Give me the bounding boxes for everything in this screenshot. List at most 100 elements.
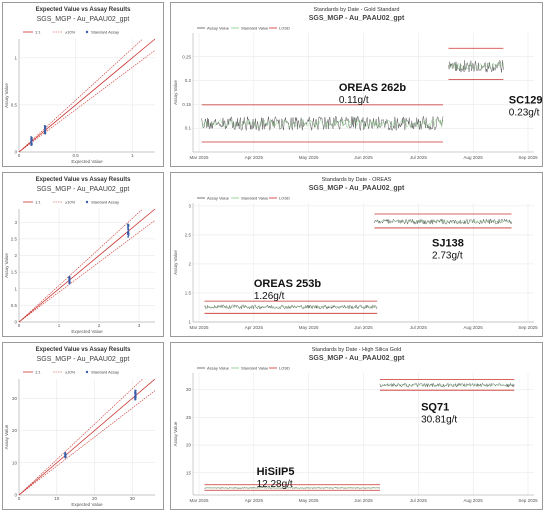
y-tick-label: 2 [188, 261, 191, 266]
assay-point [134, 390, 137, 393]
legend-label-one-to-one: 1:1 [35, 200, 41, 205]
y-tick-label: 0.2 [185, 78, 192, 83]
x-tick-label: Jul 2025 [410, 325, 428, 330]
x-axis-label: Expected Value [71, 502, 103, 507]
x-tick-label: 1 [131, 153, 134, 158]
x-tick-label: 0 [18, 153, 21, 158]
assay-point [44, 125, 47, 128]
y-axis-label: Assay Value [4, 253, 9, 278]
assay-value-series [204, 304, 378, 310]
one-to-one-line [18, 38, 156, 153]
assay-point [68, 276, 71, 279]
assay-point [44, 128, 47, 130]
x-tick-label: Aug 2025 [464, 155, 484, 160]
x-tick-label: Jun 2025 [354, 498, 373, 503]
x-tick-label: 10 [54, 496, 60, 501]
chart-subtitle: SGS_MGP - Au_PAAU02_gpt [309, 15, 405, 22]
assay-point [43, 132, 46, 135]
x-tick-label: Mar 2025 [189, 325, 209, 330]
legend-label-losd: LOSD [279, 366, 290, 371]
x-tick-label: Jul 2025 [410, 155, 428, 160]
chart-subtitle: SGS_MGP - Au_PAAU02_gpt [309, 355, 405, 362]
y-axis-label: Assay Value [173, 80, 178, 105]
assay-point [68, 281, 71, 284]
legend-label-standard-value: Standard Value [241, 366, 269, 371]
x-tick-label: Mar 2025 [189, 155, 209, 160]
x-tick-label: 30 [130, 496, 136, 501]
x-tick-label: Jun 2025 [354, 325, 373, 330]
chart-subtitle: SGS_MGP - Au_PAAU02_gpt [309, 185, 405, 192]
y-tick-label: 2.5 [185, 232, 192, 237]
scatter-panel-oreas: Expected Value vs Assay Results SGS_MGP -… [2, 172, 164, 337]
standard-name-label: HiSiIP5 [257, 466, 295, 478]
assay-point [30, 139, 33, 142]
y-tick-label: 3 [14, 220, 17, 225]
x-tick-label: 3 [138, 323, 141, 328]
y-tick-label: 0 [14, 320, 17, 325]
legend-label-one-to-one: 1:1 [35, 30, 41, 35]
chart-title: Standards by Date - High Silica Gold [312, 347, 402, 353]
x-tick-label: Apr 2025 [245, 155, 264, 160]
assay-value-series [448, 59, 504, 73]
standard-value-series [448, 62, 504, 70]
assay-point [134, 396, 137, 398]
legend-label-assay-value: Assay Value [207, 196, 230, 201]
y-tick-label: 0 [14, 493, 17, 498]
scatter-panel-high-silica: Expected Value vs Assay Results SGS_MGP -… [2, 342, 164, 510]
x-tick-label: May 2025 [299, 498, 319, 503]
legend-swatch-standard-assay [85, 30, 89, 34]
standard-value-series [201, 118, 444, 129]
standard-name-label: SQ71 [421, 402, 449, 414]
y-tick-label: 0.1 [185, 126, 192, 131]
chart-subtitle: SGS_MGP - Au_PAAU02_gpt [37, 16, 130, 23]
y-tick-label: 0.15 [182, 102, 191, 107]
assay-point [30, 141, 33, 144]
y-tick-label: 25 [186, 415, 192, 420]
legend-label-tolerance: ±10% [65, 370, 76, 375]
legend-label-standard-assay: Standard Assay [91, 30, 119, 35]
scatter-chart-oreas: Expected Value vs Assay Results SGS_MGP -… [4, 177, 156, 334]
timeseries-panel-gold: Standards by Date - Gold Standard SGS_MGP… [170, 2, 543, 167]
x-tick-label: May 2025 [299, 325, 319, 330]
assay-point [127, 223, 130, 226]
standard-name-label: OREAS 262b [339, 82, 407, 94]
timeseries-chart-high-silica: Standards by Date - High Silica Gold SGS_… [173, 347, 538, 503]
upper-tolerance-line [18, 38, 143, 153]
standard-value-label: 30.81g/t [421, 415, 457, 426]
x-tick-label: May 2025 [299, 155, 319, 160]
legend-label-tolerance: ±10% [65, 200, 76, 205]
legend-label-standard-assay: Standard Assay [91, 200, 119, 205]
assay-point [43, 130, 46, 133]
assay-point [134, 389, 137, 392]
scatter-panel-gold: Expected Value vs Assay Results SGS_MGP -… [2, 2, 164, 167]
one-to-one-line [18, 378, 156, 496]
standard-value-series [379, 383, 514, 387]
upper-tolerance-line [18, 208, 143, 323]
upper-tolerance-line [18, 378, 143, 496]
y-axis-label: Assay Value [4, 424, 9, 449]
legend-label-losd: LOSD [279, 196, 290, 201]
assay-point [127, 225, 129, 227]
chart-title: Expected Value vs Assay Results [36, 177, 131, 183]
standard-name-label: SJ138 [432, 238, 464, 250]
y-tick-label: 1 [14, 55, 17, 60]
x-tick-label: Sep 2025 [518, 155, 538, 160]
legend-label-one-to-one: 1:1 [35, 370, 41, 375]
assay-value-series [201, 115, 444, 131]
x-tick-label: Sep 2025 [518, 498, 538, 503]
y-tick-label: 1 [14, 286, 17, 291]
standard-value-series [374, 219, 512, 224]
chart-title: Expected Value vs Assay Results [36, 7, 131, 13]
y-tick-label: 20 [186, 443, 192, 448]
chart-title: Expected Value vs Assay Results [36, 347, 131, 353]
assay-point [68, 282, 71, 285]
y-tick-label: 15 [186, 470, 192, 475]
scatter-chart-gold: Expected Value vs Assay Results SGS_MGP -… [4, 7, 156, 164]
assay-point [30, 137, 33, 139]
lower-tolerance-line [18, 220, 156, 323]
y-axis-label: Assay Value [4, 83, 9, 108]
standard-value-series [204, 487, 380, 489]
legend-label-tolerance: ±10% [65, 30, 76, 35]
timeseries-chart-gold: Standards by Date - Gold Standard SGS_MGP… [173, 7, 542, 160]
assay-point [127, 235, 130, 238]
